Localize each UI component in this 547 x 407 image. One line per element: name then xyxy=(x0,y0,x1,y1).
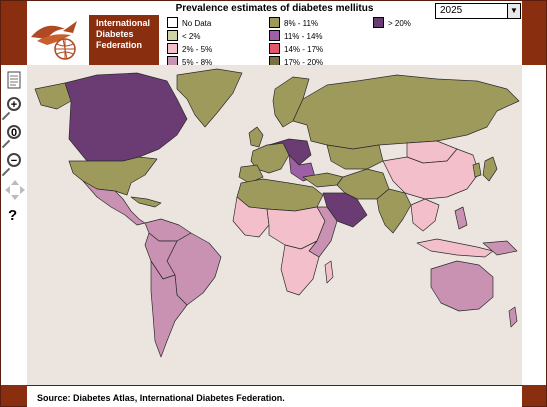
help-icon[interactable]: ? xyxy=(8,207,18,224)
region-japan[interactable] xyxy=(482,156,498,182)
pan-arrows-icon[interactable] xyxy=(4,179,26,201)
region-kazakhstan[interactable] xyxy=(326,144,384,170)
legend-item: > 20% xyxy=(373,17,411,28)
region-north-africa[interactable] xyxy=(236,178,324,212)
legend-item: 8% - 11% xyxy=(269,17,318,28)
region-greenland[interactable] xyxy=(176,68,243,128)
region-philippines[interactable] xyxy=(454,206,468,230)
map-title: Prevalence estimates of diabetes mellitu… xyxy=(175,3,374,14)
region-canada[interactable] xyxy=(64,72,188,162)
region-russia[interactable] xyxy=(292,74,520,150)
legend-swatch xyxy=(269,30,280,41)
legend-label: > 20% xyxy=(388,19,411,28)
legend-label: 14% - 17% xyxy=(284,45,324,54)
region-west-africa[interactable] xyxy=(232,196,270,238)
legend-label: < 2% xyxy=(182,32,201,41)
legend-item: 2% - 5% xyxy=(167,43,212,54)
right-strip xyxy=(522,65,546,385)
world-map-svg xyxy=(34,68,520,358)
world-map[interactable] xyxy=(27,65,522,385)
legend-label: No Data xyxy=(182,19,212,28)
region-indonesia[interactable] xyxy=(416,238,494,258)
source-note: Source: Diabetes Atlas, International Di… xyxy=(37,393,285,403)
legend-label: 11% - 14% xyxy=(284,32,323,41)
legend-item: 11% - 14% xyxy=(269,30,323,41)
region-alaska[interactable] xyxy=(34,82,72,110)
region-india[interactable] xyxy=(376,188,412,234)
org-name-line2: Diabetes xyxy=(96,29,134,39)
idf-logo xyxy=(27,15,87,65)
region-papua[interactable] xyxy=(482,240,518,256)
legend-swatch xyxy=(167,30,178,41)
region-australia[interactable] xyxy=(430,260,494,312)
legend-label: 8% - 11% xyxy=(284,19,319,28)
legend-swatch xyxy=(373,17,384,28)
legend-label: 17% - 20% xyxy=(284,58,324,67)
region-central-europe[interactable] xyxy=(268,138,312,166)
zoom-reset-icon[interactable]: 0 xyxy=(7,125,21,139)
region-mexico[interactable] xyxy=(82,180,146,226)
print-icon[interactable] xyxy=(7,71,21,89)
zoom-in-icon[interactable]: + xyxy=(7,97,21,111)
legend-item: < 2% xyxy=(167,30,200,41)
dropdown-arrow-icon[interactable]: ▼ xyxy=(507,4,520,18)
region-argentina-chile[interactable] xyxy=(150,260,188,358)
legend-item: No Data xyxy=(167,17,211,28)
brand-bar-left-bottom xyxy=(1,385,27,406)
region-southeast-asia[interactable] xyxy=(410,198,440,232)
brand-bar-left-top xyxy=(1,1,27,65)
legend-swatch xyxy=(269,43,280,54)
org-name-line1: International xyxy=(96,18,151,28)
region-southern-africa[interactable] xyxy=(280,240,320,296)
org-name-line3: Federation xyxy=(96,40,143,50)
region-uk-ireland[interactable] xyxy=(248,126,264,148)
legend-swatch xyxy=(269,17,280,28)
brand-bar-right-top xyxy=(522,1,546,65)
region-korea[interactable] xyxy=(472,162,482,178)
legend-item: 14% - 17% xyxy=(269,43,323,54)
legend-label: 5% - 8% xyxy=(182,58,213,67)
region-caribbean[interactable] xyxy=(130,196,162,208)
legend-label: 2% - 5% xyxy=(182,45,213,54)
region-new-zealand[interactable] xyxy=(508,306,518,328)
region-madagascar[interactable] xyxy=(324,260,334,284)
zoom-out-icon[interactable]: − xyxy=(7,153,21,167)
brand-bar-right-bottom xyxy=(522,385,546,406)
region-usa[interactable] xyxy=(68,156,158,196)
year-select[interactable]: 2025 ▼ xyxy=(435,3,521,19)
legend-swatch xyxy=(167,17,178,28)
legend-swatch xyxy=(167,43,178,54)
idf-name-box: International Diabetes Federation xyxy=(89,15,159,65)
year-select-value: 2025 xyxy=(440,5,463,16)
left-toolbar-strip xyxy=(1,1,27,406)
footer: Source: Diabetes Atlas, International Di… xyxy=(27,385,522,407)
